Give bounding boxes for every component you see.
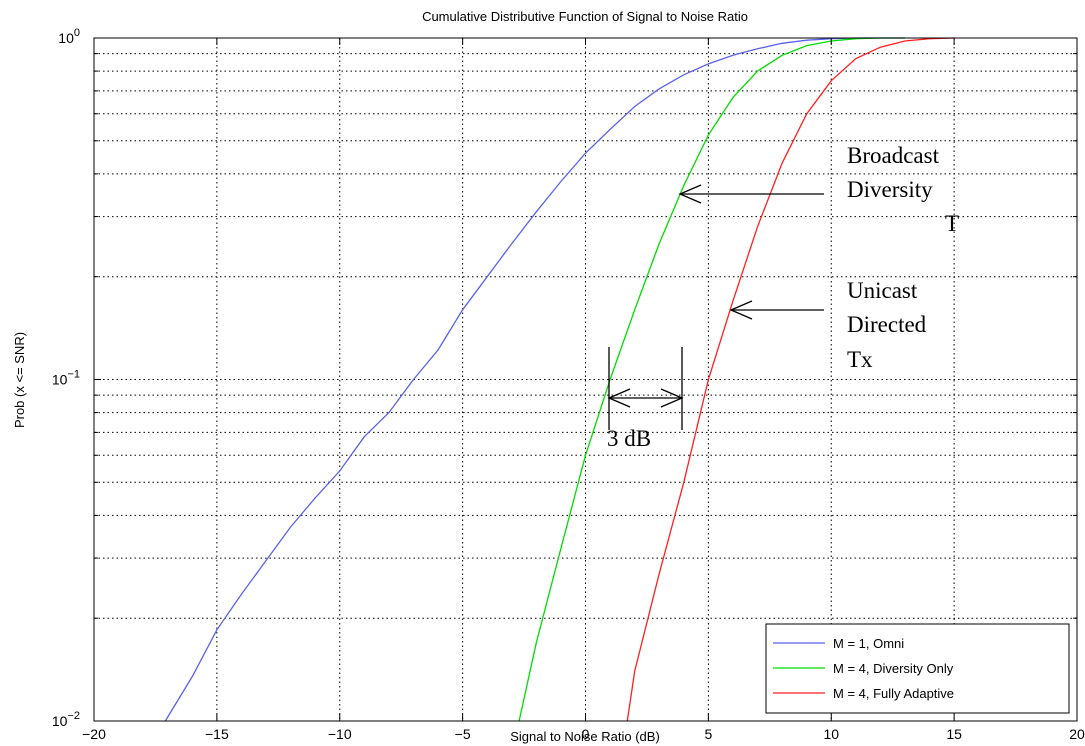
broadcast-annotation-line: Broadcast bbox=[847, 143, 940, 168]
x-tick-label: 5 bbox=[704, 726, 712, 742]
x-tick-label: −15 bbox=[205, 726, 229, 742]
unicast-annotation-line: Directed bbox=[847, 312, 927, 337]
series-line-2 bbox=[518, 37, 905, 722]
series-line-1 bbox=[164, 37, 905, 722]
y-tick-label: 100 bbox=[58, 27, 80, 46]
y-tick-label: 10−2 bbox=[52, 710, 80, 729]
y-axis-label: Prob (x <= SNR) bbox=[12, 332, 27, 428]
x-axis-label: Signal to Noise Ratio (dB) bbox=[510, 729, 660, 744]
ticks bbox=[93, 37, 1078, 722]
series-line-3 bbox=[626, 37, 955, 722]
grid bbox=[94, 38, 1077, 721]
x-tick-label: 10 bbox=[823, 726, 839, 742]
annotations: Broadcast Diversity T Unicast Directed Tx 3 dB bbox=[607, 143, 959, 451]
legend: M = 1, Omni M = 4, Diversity Only M = 4, F… bbox=[765, 623, 1070, 714]
broadcast-annotation-line: T bbox=[945, 211, 959, 236]
unicast-annotation-line: Tx bbox=[847, 347, 873, 372]
gap-label: 3 dB bbox=[607, 426, 651, 451]
broadcast-arrow-head bbox=[678, 184, 702, 204]
legend-label: M = 4, Fully Adaptive bbox=[833, 686, 954, 701]
legend-label: M = 4, Diversity Only bbox=[833, 661, 954, 676]
x-tick-label: −5 bbox=[455, 726, 471, 742]
legend-label: M = 1, Omni bbox=[833, 636, 904, 651]
unicast-annotation-line: Unicast bbox=[847, 278, 918, 303]
tick-labels: −20 −15 −10 −5 0 5 10 15 20 10−2 10−1 100 bbox=[52, 27, 1085, 742]
x-tick-label: −20 bbox=[82, 726, 106, 742]
x-tick-label: 15 bbox=[946, 726, 962, 742]
chart-title: Cumulative Distributive Function of Sign… bbox=[422, 9, 748, 24]
gap-arrow-head-right bbox=[660, 388, 684, 408]
x-tick-label: 20 bbox=[1069, 726, 1085, 742]
unicast-arrow-head bbox=[729, 300, 753, 320]
broadcast-annotation-line: Diversity bbox=[847, 177, 933, 202]
x-tick-label: −10 bbox=[328, 726, 352, 742]
y-tick-label: 10−1 bbox=[52, 369, 80, 388]
gap-arrow-head-left bbox=[607, 388, 631, 408]
series-layer bbox=[164, 37, 955, 722]
x-tick-label: 0 bbox=[582, 726, 590, 742]
